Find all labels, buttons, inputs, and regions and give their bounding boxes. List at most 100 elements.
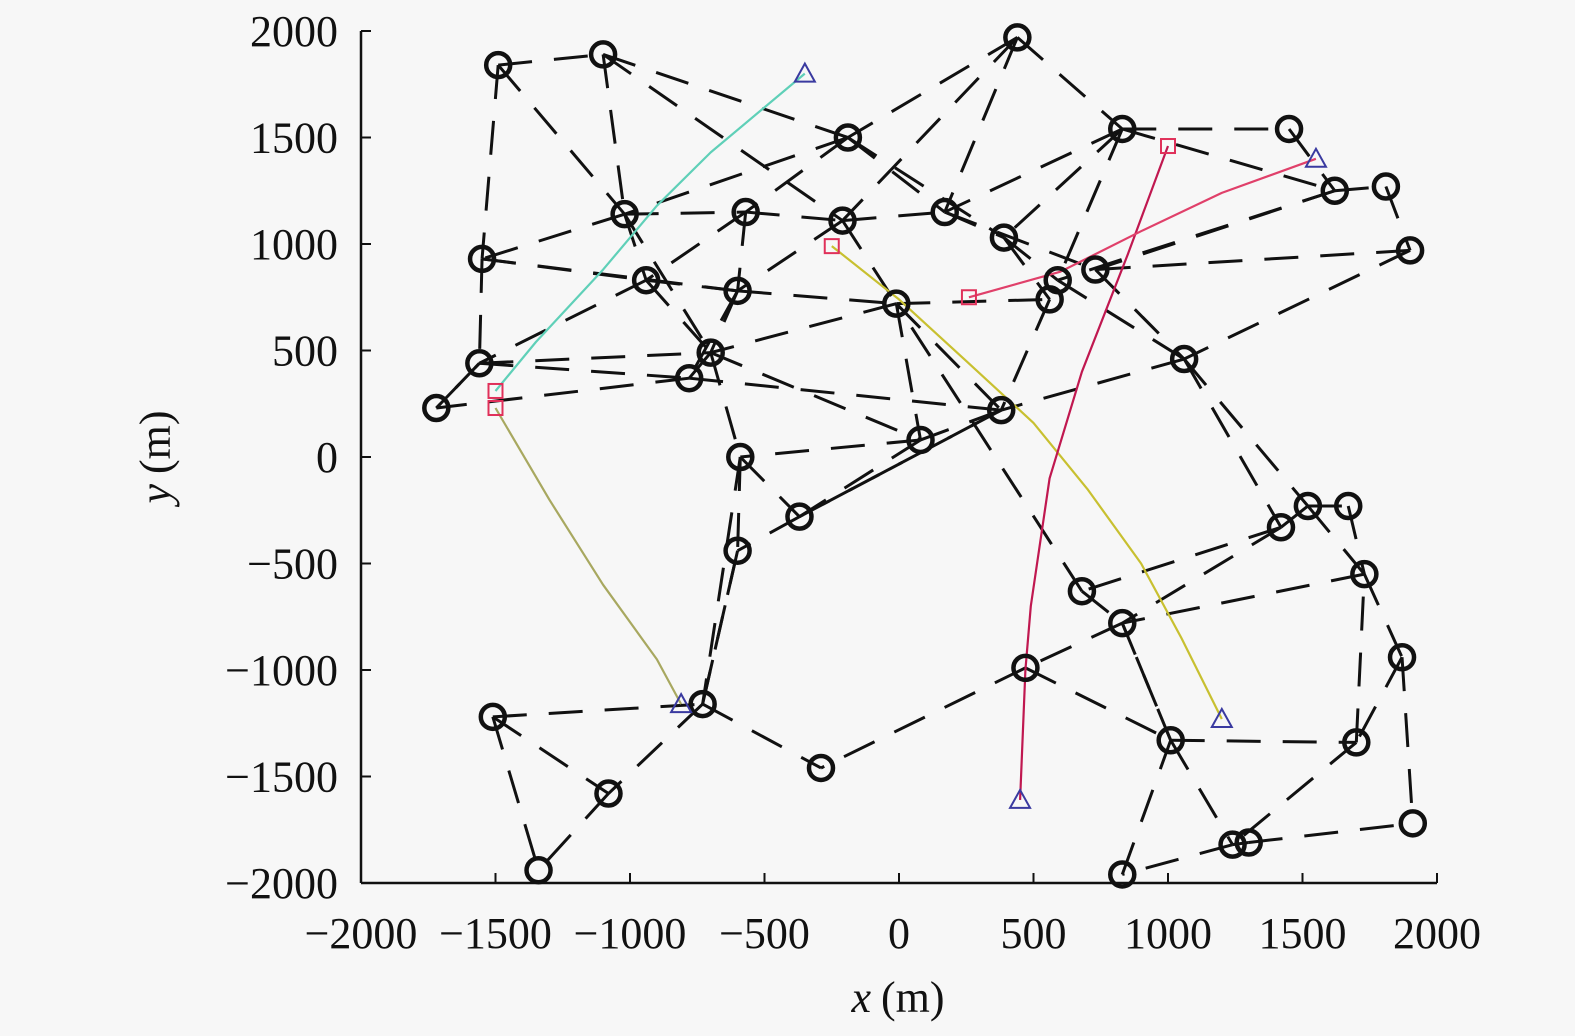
network-link: [894, 303, 922, 441]
node-circle-icon: [1108, 860, 1137, 889]
end-triangle-icon: [669, 692, 693, 714]
node-circle-icon: [1342, 728, 1371, 757]
network-link: [479, 361, 690, 380]
network-link: [601, 54, 627, 215]
x-tick-label: −1000: [574, 909, 687, 958]
network-link: [944, 127, 1123, 214]
network-link: [736, 219, 844, 293]
network-link: [896, 297, 1050, 306]
x-tick-label: 1000: [1124, 909, 1212, 958]
network-link: [492, 702, 703, 719]
node-circle-icon: [1108, 608, 1137, 638]
network-link: [1170, 738, 1357, 744]
end-triangle-icon: [1304, 146, 1328, 168]
network-link: [1121, 127, 1336, 193]
network-link: [744, 136, 849, 214]
network-link: [701, 702, 822, 770]
node-circle-icon: [723, 536, 752, 565]
start-square-icon: [487, 382, 504, 399]
network-link: [895, 302, 1084, 593]
network-link: [1248, 821, 1413, 845]
node-circle-icon: [422, 393, 451, 423]
network-link: [847, 136, 1005, 239]
node-circle-icon: [688, 689, 717, 719]
network-link: [1363, 573, 1404, 658]
network-link: [842, 210, 945, 223]
node-circle-icon: [882, 289, 911, 318]
x-tick-label: −2000: [305, 909, 418, 958]
network-link: [798, 408, 1002, 518]
network-link: [478, 278, 647, 365]
network-link: [895, 302, 1003, 412]
network-link: [1080, 590, 1124, 625]
network-link: [497, 64, 626, 216]
network-link: [1000, 357, 1185, 412]
node-circle-icon: [631, 265, 661, 295]
network-link: [1024, 666, 1172, 742]
start-square-icon: [1160, 138, 1176, 155]
network-link: [602, 53, 844, 222]
node-circle-icon: [478, 702, 508, 732]
network-link: [1182, 358, 1310, 507]
network-link: [737, 289, 897, 306]
network-link: [846, 136, 946, 214]
dashed-links: [435, 36, 1415, 876]
network-link: [645, 278, 738, 293]
x-tick-label: 500: [1001, 909, 1067, 958]
network-link: [1121, 572, 1365, 625]
network-link: [480, 64, 500, 260]
node-circle-icon: [1003, 23, 1032, 52]
node-circle-icon: [833, 123, 863, 152]
network-link: [1056, 128, 1124, 281]
network-link: [736, 456, 742, 551]
node-circle-icon: [1081, 255, 1110, 284]
network-link: [710, 351, 922, 442]
x-ticks: −2000 −1500 −1000 −500 0 500 1000 1500 2000: [305, 873, 1481, 958]
node-circle-icon: [1156, 726, 1185, 755]
network-link: [820, 666, 1027, 770]
network-link: [624, 210, 746, 216]
node-circle-icon: [1320, 176, 1350, 205]
node-circle-icon: [1274, 114, 1304, 144]
y-tick-label: −2000: [225, 859, 338, 908]
node-circle-icon: [726, 442, 755, 472]
node-circle-icon: [1333, 491, 1363, 521]
node-circle-icon: [1234, 828, 1263, 857]
network-link: [688, 351, 712, 380]
y-tick-label: 2000: [250, 7, 338, 56]
network-link: [709, 352, 742, 458]
y-tick-label: −500: [247, 540, 338, 589]
x-tick-label: −500: [719, 909, 810, 958]
network-link: [602, 53, 849, 139]
node-circle-icon: [731, 197, 760, 227]
end-triangle-icon: [793, 61, 817, 83]
network-link: [491, 716, 540, 871]
node-circle-icon: [723, 276, 752, 306]
y-tick-label: 500: [272, 327, 338, 376]
end-triangle-icon: [1008, 787, 1032, 809]
network-link: [1231, 741, 1358, 846]
node-circle-icon: [1350, 559, 1379, 589]
network-link: [687, 290, 739, 379]
network-link: [477, 258, 484, 364]
network-link: [1169, 739, 1234, 846]
network-link: [498, 52, 604, 67]
network-link: [1354, 656, 1404, 744]
node-circle-icon: [610, 199, 639, 229]
network-link: [710, 302, 897, 355]
node-circle-icon: [1169, 344, 1199, 374]
node-circle-icon: [483, 50, 513, 80]
network-link: [701, 456, 742, 705]
node-circle-icon: [930, 197, 959, 227]
node-circle-icon: [696, 338, 725, 367]
sensor-nodes: [422, 23, 1428, 889]
network-link: [1121, 526, 1282, 625]
network-link: [745, 210, 843, 223]
node-circle-icon: [1067, 576, 1097, 606]
y-axis-label: y(m): [131, 410, 180, 507]
y-tick-label: −1500: [225, 753, 338, 802]
node-circle-icon: [785, 502, 814, 531]
network-link: [1183, 249, 1411, 361]
network-link: [1094, 268, 1186, 361]
